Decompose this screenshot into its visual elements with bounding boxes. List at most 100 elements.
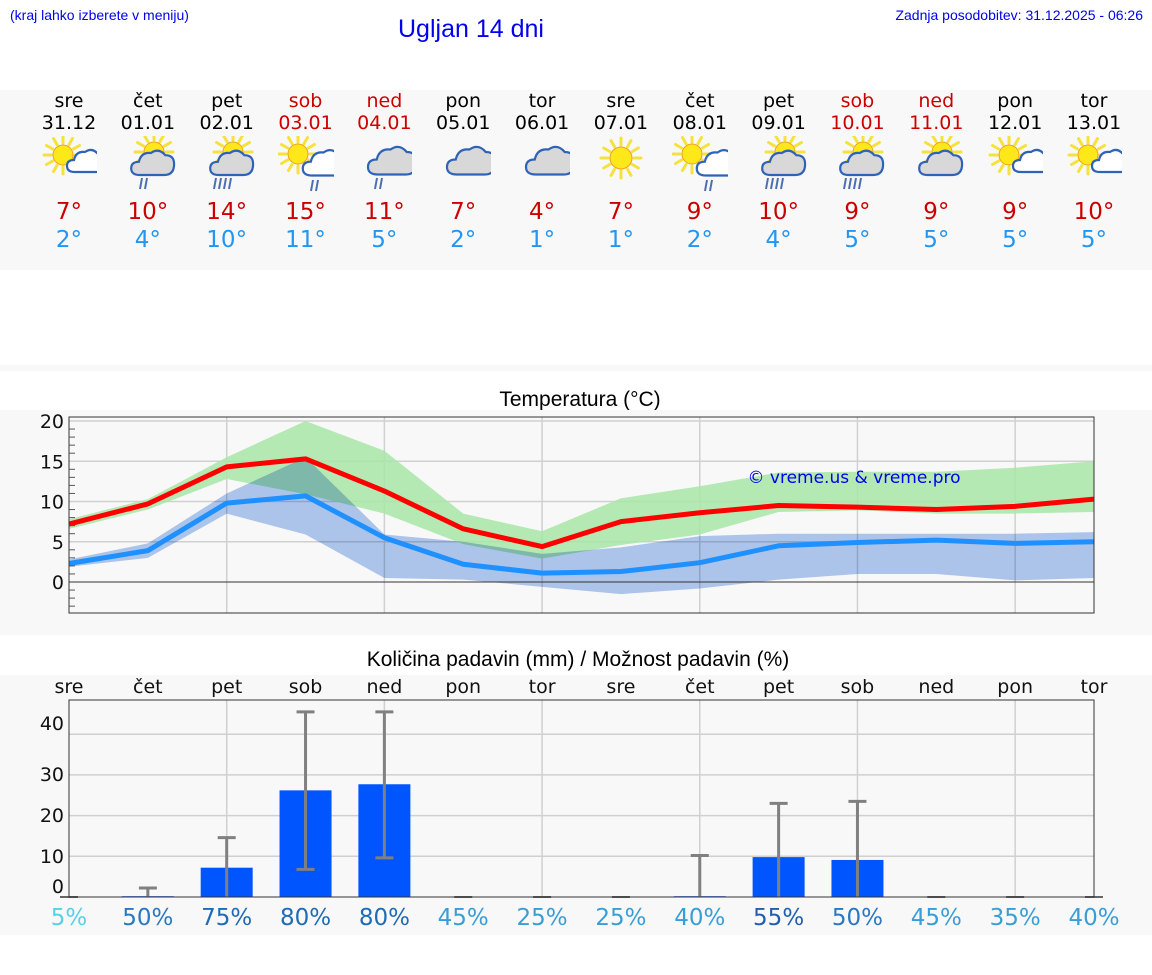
min-temperature: 10° <box>206 227 248 253</box>
max-temperature: 9° <box>844 199 871 225</box>
svg-text:30: 30 <box>40 764 64 786</box>
svg-text:5%: 5% <box>51 905 88 931</box>
day-of-week: ned <box>366 90 403 112</box>
min-temperature: 5° <box>923 227 950 253</box>
sun-cloud-icon <box>988 136 1044 176</box>
min-temperature: 5° <box>844 227 871 253</box>
min-temperature: 11° <box>285 227 326 253</box>
svg-text:45%: 45% <box>438 905 489 931</box>
max-temperature: 4° <box>528 199 556 225</box>
day-forecast: tor 13.01 10° 5° <box>1054 90 1134 254</box>
min-temperature: 4° <box>134 227 161 253</box>
day-of-week: čet <box>684 90 715 112</box>
svg-text:pon: pon <box>997 676 1033 698</box>
overcast-icon <box>524 145 571 176</box>
svg-text:čet: čet <box>133 676 163 698</box>
min-temperature: 2° <box>686 227 713 253</box>
max-temperature: 9° <box>1002 199 1029 225</box>
svg-text:pet: pet <box>211 676 242 698</box>
day-date: 02.01 <box>199 112 254 134</box>
day-of-week: pet <box>211 90 243 112</box>
precipitation-chart: 40 30 20 10 0 sre čet pet sob ned pon tor sre čet pet s… <box>40 676 1120 931</box>
day-date: 12.01 <box>987 112 1043 134</box>
day-forecast: ned 04.01 11° 5° <box>344 90 424 254</box>
day-forecast: pet 09.01 10° 4° <box>739 90 819 254</box>
day-forecast: sre 31.12 7° 2° <box>29 90 109 254</box>
sun-big-cloud-rain-icon <box>277 136 334 192</box>
sun-cloud-heavy-rain-icon <box>839 136 885 190</box>
svg-text:50%: 50% <box>122 905 173 931</box>
svg-text:ned: ned <box>918 676 954 698</box>
day-date: 04.01 <box>357 112 412 134</box>
precipitation-chart-title: Količina padavin (mm) / Možnost padavin … <box>366 648 790 671</box>
svg-text:55%: 55% <box>753 905 804 931</box>
min-temperature: 5° <box>371 227 398 253</box>
svg-text:sre: sre <box>55 676 84 698</box>
max-temperature: 10° <box>758 199 799 225</box>
day-of-week: ned <box>918 90 955 112</box>
day-of-week: pon <box>445 90 482 112</box>
svg-text:40: 40 <box>40 713 64 735</box>
day-forecast: sob 03.01 15° 11° <box>266 90 346 254</box>
svg-text:10: 10 <box>40 846 64 868</box>
day-date: 08.01 <box>672 112 727 134</box>
day-of-week: sob <box>288 90 323 112</box>
sun-cloud-heavy-rain-icon <box>760 136 806 190</box>
min-temperature: 1° <box>528 227 556 253</box>
max-temperature: 9° <box>923 199 950 225</box>
day-date: 06.01 <box>514 112 570 134</box>
max-temperature: 15° <box>285 199 326 225</box>
min-temperature: 5° <box>1002 227 1029 253</box>
max-temperature: 14° <box>206 199 248 225</box>
temperature-chart: 20 15 10 5 0 © vreme.us & vreme.pro <box>40 411 1095 614</box>
day-forecast: sob 10.01 9° 5° <box>817 90 897 254</box>
max-temperature: 9° <box>686 199 713 225</box>
day-date: 05.01 <box>436 112 491 134</box>
svg-text:50%: 50% <box>832 905 883 931</box>
day-date: 31.12 <box>41 112 97 134</box>
max-temperature: 7° <box>55 199 83 225</box>
day-of-week: tor <box>528 90 556 112</box>
day-date: 10.01 <box>830 112 885 134</box>
sun-cloud-icon <box>1067 136 1122 176</box>
svg-text:40%: 40% <box>1068 905 1119 931</box>
sun-cloud-rain-icon <box>129 136 176 190</box>
svg-text:pet: pet <box>763 676 794 698</box>
svg-text:40%: 40% <box>674 905 725 931</box>
svg-text:ned: ned <box>366 676 402 698</box>
sun-cloud-icon <box>42 136 97 176</box>
min-temperature: 4° <box>765 227 792 253</box>
svg-text:© vreme.us & vreme.pro: © vreme.us & vreme.pro <box>747 468 960 488</box>
page-title: Ugljan 14 dni <box>398 15 544 43</box>
day-of-week: pon <box>997 90 1033 112</box>
svg-text:pon: pon <box>445 676 481 698</box>
svg-text:20: 20 <box>40 805 64 827</box>
svg-text:sob: sob <box>289 676 323 698</box>
day-date: 11.01 <box>909 112 964 134</box>
svg-text:čet: čet <box>685 676 715 698</box>
max-temperature: 11° <box>363 199 405 225</box>
svg-text:20: 20 <box>40 411 64 433</box>
svg-text:35%: 35% <box>990 905 1041 931</box>
min-temperature: 5° <box>1080 227 1108 253</box>
sun-cloud-heavy-rain-icon <box>208 136 254 190</box>
svg-text:0: 0 <box>52 876 64 898</box>
svg-text:10: 10 <box>40 492 64 514</box>
svg-text:5: 5 <box>52 532 64 554</box>
max-temperature: 10° <box>1073 199 1115 225</box>
overcast-icon <box>446 145 492 176</box>
svg-text:25%: 25% <box>595 905 646 931</box>
sun-big-cloud-rain-icon <box>671 136 728 192</box>
max-temperature: 7° <box>450 199 477 225</box>
day-forecast: pet 02.01 14° 10° <box>187 90 267 254</box>
section-divider <box>0 365 1152 371</box>
day-forecast: ned 11.01 9° 5° <box>896 90 976 254</box>
day-forecast: tor 06.01 4° 1° <box>502 90 582 254</box>
day-forecast: pon 12.01 9° 5° <box>975 90 1055 254</box>
day-date: 07.01 <box>593 112 649 134</box>
last-update-timestamp: Zadnja posodobitev: 31.12.2025 - 06:26 <box>895 7 1143 23</box>
svg-text:sre: sre <box>606 676 635 698</box>
svg-text:tor: tor <box>1081 676 1108 698</box>
temperature-chart-title: Temperatura (°C) <box>499 388 661 411</box>
location-menu-hint[interactable]: (kraj lahko izberete v meniju) <box>10 7 189 23</box>
